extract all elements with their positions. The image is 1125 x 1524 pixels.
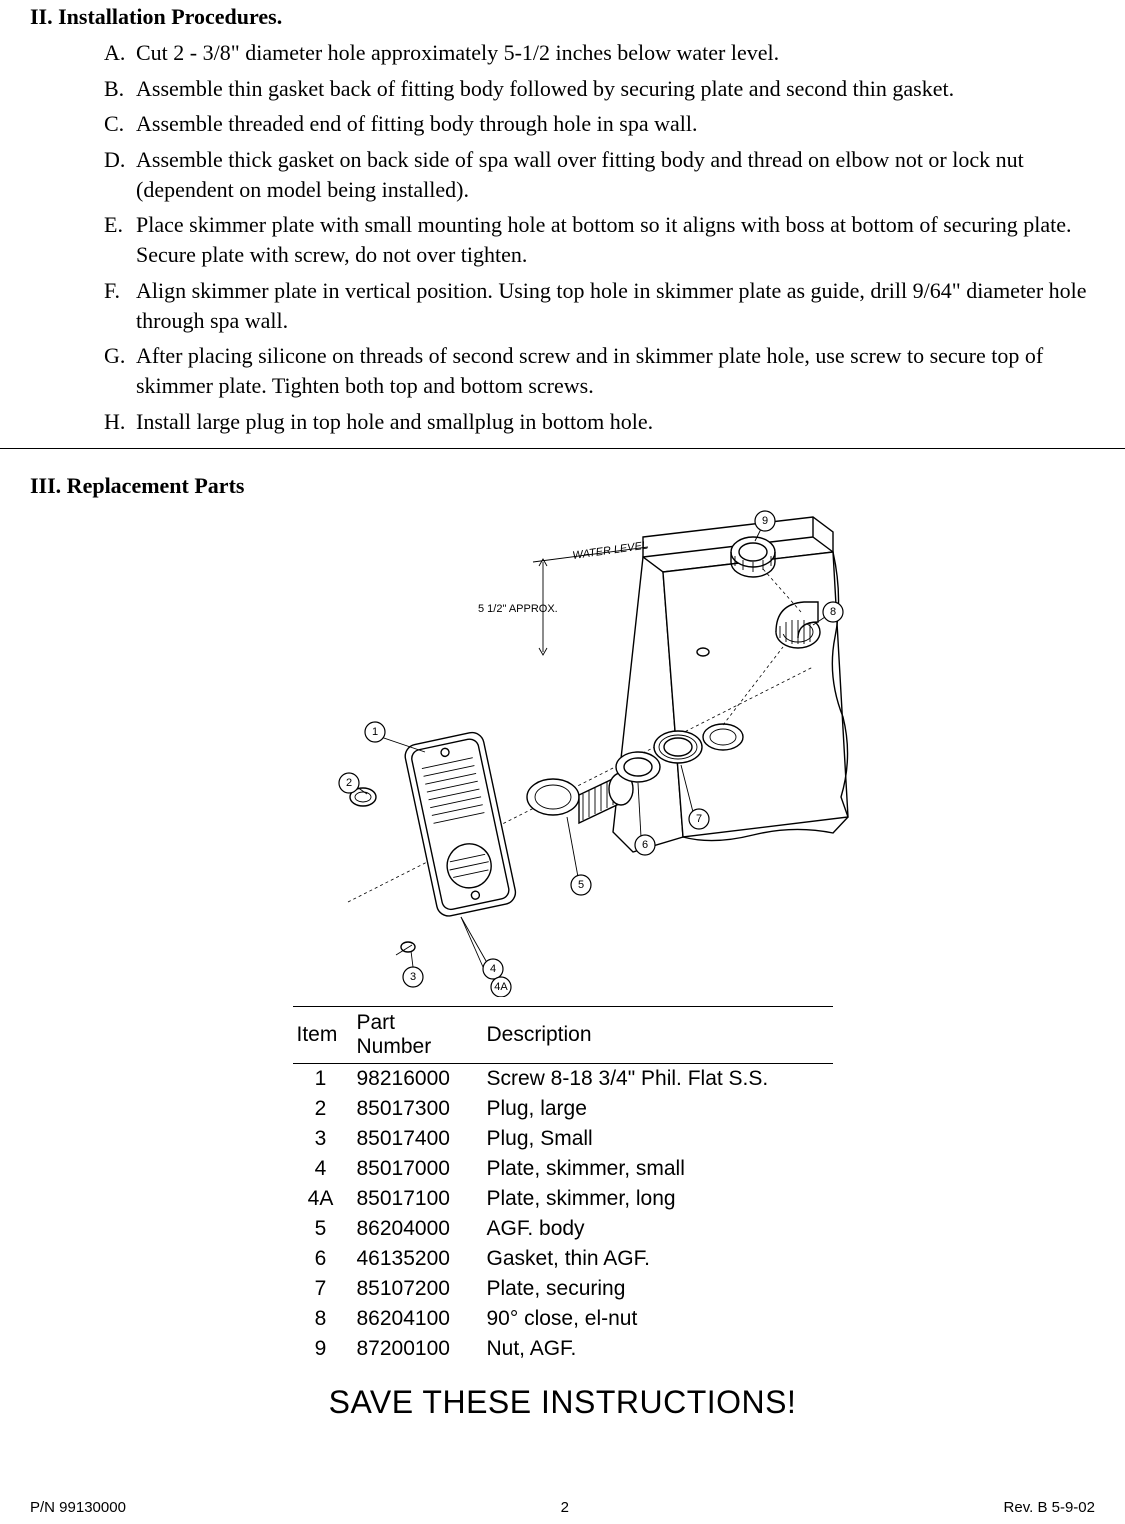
proc-text: Cut 2 - 3/8" diameter hole approximately… (136, 40, 779, 65)
svg-text:3: 3 (409, 971, 415, 983)
callout-2: 2 (339, 773, 359, 793)
proc-text: Assemble threaded end of fitting body th… (136, 111, 698, 136)
footer-page: 2 (561, 1499, 569, 1516)
proc-marker: D. (104, 145, 125, 175)
svg-text:5: 5 (577, 879, 583, 891)
svg-text:9: 9 (761, 515, 767, 527)
svg-text:2: 2 (345, 777, 351, 789)
proc-item: A. Cut 2 - 3/8" diameter hole approximate… (104, 38, 1095, 68)
footer-rev: Rev. B 5-9-02 (1004, 1499, 1095, 1516)
parts-table: Item Part Number Description 198216000Sc… (293, 1006, 833, 1364)
footer-pn: P/N 99130000 (30, 1499, 126, 1516)
page-footer: P/N 99130000 2 Rev. B 5-9-02 (30, 1499, 1095, 1516)
proc-text: Align skimmer plate in vertical position… (136, 278, 1087, 333)
proc-marker: C. (104, 109, 124, 139)
svg-text:6: 6 (641, 839, 647, 851)
table-row: 485017000Plate, skimmer, small (293, 1154, 833, 1184)
proc-marker: F. (104, 276, 120, 306)
table-row: 987200100Nut, AGF. (293, 1334, 833, 1364)
svg-text:7: 7 (695, 813, 701, 825)
table-row: 586204000AGF. body (293, 1214, 833, 1244)
save-instructions: SAVE THESE INSTRUCTIONS! (30, 1384, 1095, 1421)
table-row: 4A85017100Plate, skimmer, long (293, 1184, 833, 1214)
callout-1: 1 (365, 722, 385, 742)
col-item: Item (293, 1007, 353, 1064)
proc-text: After placing silicone on threads of sec… (136, 343, 1043, 398)
callout-3: 3 (403, 967, 423, 987)
table-row: 785107200Plate, securing (293, 1274, 833, 1304)
approx-label: 5 1/2" APPROX. (478, 603, 558, 615)
section-2-heading: II. Installation Procedures. (30, 4, 1095, 30)
proc-item: E. Place skimmer plate with small mountin… (104, 210, 1095, 269)
svg-text:1: 1 (371, 726, 377, 738)
proc-marker: G. (104, 341, 125, 371)
exploded-diagram: 5 1/2" APPROX. WATER LEVEL (253, 477, 873, 997)
proc-marker: H. (104, 407, 125, 437)
table-row: 646135200Gasket, thin AGF. (293, 1244, 833, 1274)
proc-item: H. Install large plug in top hole and sma… (104, 407, 1095, 437)
proc-item: G. After placing silicone on threads of s… (104, 341, 1095, 400)
proc-text: Assemble thin gasket back of fitting bod… (136, 76, 954, 101)
table-row: 88620410090° close, el-nut (293, 1304, 833, 1334)
proc-item: D. Assemble thick gasket on back side of … (104, 145, 1095, 204)
table-row: 285017300Plug, large (293, 1094, 833, 1124)
proc-marker: B. (104, 74, 124, 104)
water-level-label: WATER LEVEL (571, 540, 648, 562)
proc-text: Install large plug in top hole and small… (136, 409, 653, 434)
col-pn: Part Number (353, 1007, 483, 1064)
proc-marker: E. (104, 210, 123, 240)
svg-text:8: 8 (829, 606, 835, 618)
table-row: 198216000Screw 8-18 3/4" Phil. Flat S.S. (293, 1064, 833, 1095)
callout-4: 4 (483, 959, 503, 979)
col-desc: Description (483, 1007, 833, 1064)
proc-item: F. Align skimmer plate in vertical positi… (104, 276, 1095, 335)
proc-item: B. Assemble thin gasket back of fitting b… (104, 74, 1095, 104)
proc-text: Assemble thick gasket on back side of sp… (136, 147, 1024, 202)
callout-9: 9 (755, 511, 775, 531)
callout-7: 7 (689, 809, 709, 829)
svg-text:4: 4 (489, 963, 495, 975)
procedures-list: A. Cut 2 - 3/8" diameter hole approximate… (30, 38, 1095, 436)
callout-5: 5 (571, 875, 591, 895)
callout-8: 8 (823, 602, 843, 622)
svg-text:4A: 4A (494, 981, 508, 993)
table-row: 385017400Plug, Small (293, 1124, 833, 1154)
callout-6: 6 (635, 835, 655, 855)
section-divider (0, 448, 1125, 449)
callout-4a: 4A (491, 977, 511, 997)
proc-marker: A. (104, 38, 125, 68)
proc-text: Place skimmer plate with small mounting … (136, 212, 1071, 267)
proc-item: C. Assemble threaded end of fitting body … (104, 109, 1095, 139)
